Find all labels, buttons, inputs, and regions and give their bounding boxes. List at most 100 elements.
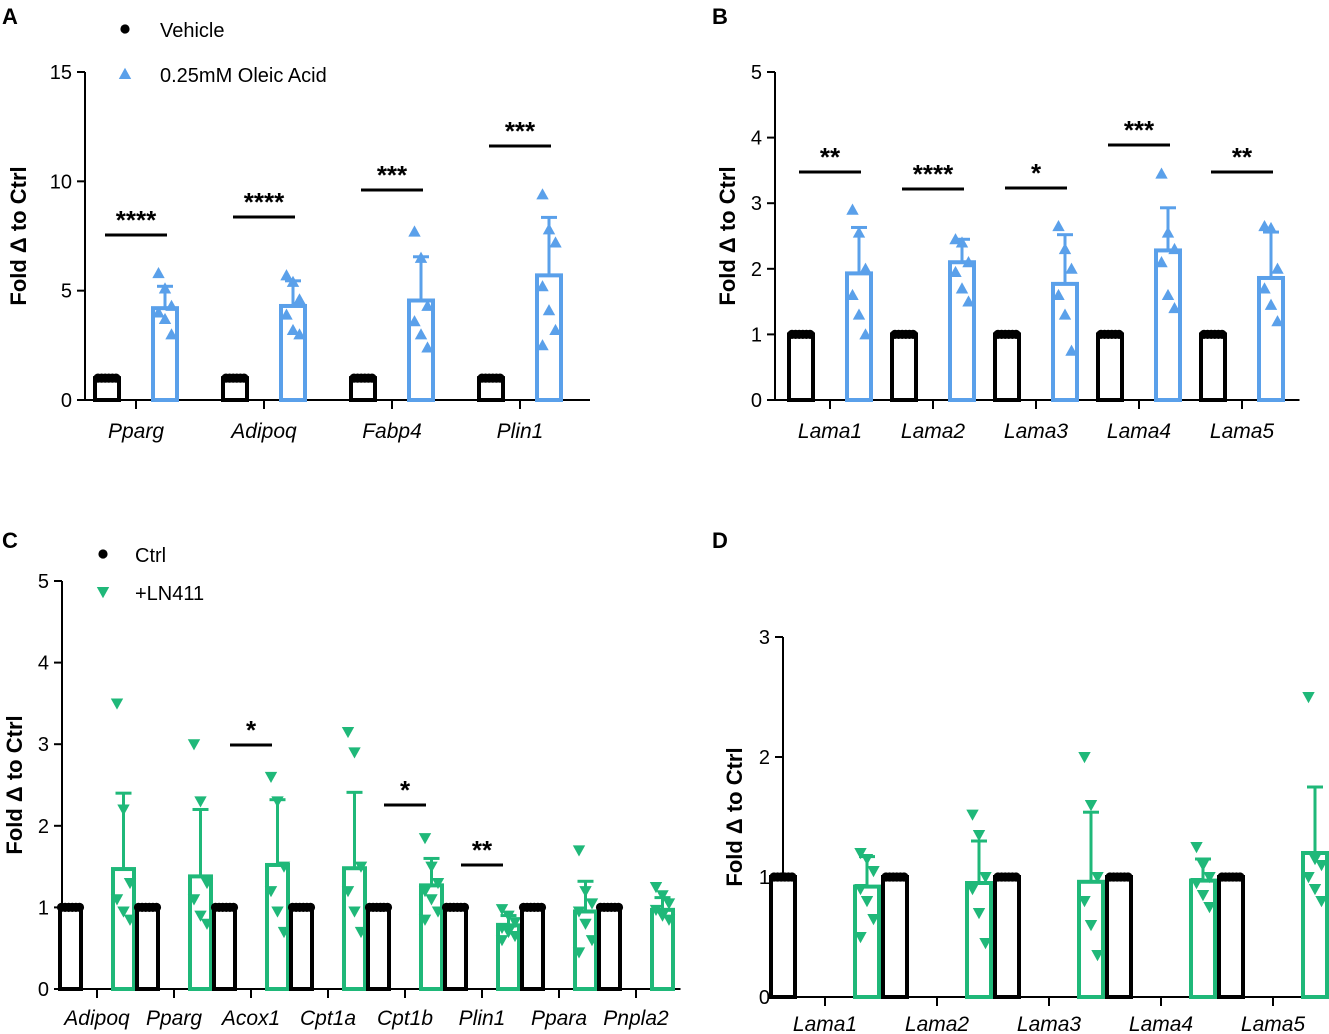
- y-tick-label: 3: [751, 193, 762, 215]
- y-tick-label: 4: [751, 128, 762, 150]
- data-point: [431, 906, 445, 918]
- data-point: [354, 861, 368, 873]
- data-point: [1155, 167, 1168, 179]
- data-point: [414, 328, 428, 340]
- data-point: [1196, 860, 1210, 872]
- data-point: [852, 308, 866, 320]
- data-point: [1217, 329, 1227, 339]
- bar: [597, 905, 622, 992]
- significance-label: *: [400, 775, 411, 805]
- significance-label: ****: [913, 159, 954, 189]
- data-point: [110, 894, 124, 906]
- data-point: [572, 906, 586, 918]
- data-point: [1264, 221, 1278, 234]
- data-point: [187, 894, 201, 906]
- bar: [289, 905, 314, 992]
- x-tick-label: Pparg: [146, 1007, 202, 1030]
- bar: [1096, 332, 1124, 402]
- data-point: [1302, 692, 1315, 704]
- bar: [787, 332, 815, 402]
- data-point: [854, 884, 867, 896]
- data-point: [414, 251, 428, 263]
- data-point: [1315, 860, 1328, 872]
- data-point: [854, 932, 867, 944]
- legend-marker: [96, 587, 110, 599]
- y-tick-label: 0: [759, 987, 770, 1009]
- significance-label: ****: [244, 187, 285, 217]
- data-point: [280, 308, 293, 320]
- data-point: [271, 796, 284, 808]
- data-point: [418, 886, 432, 898]
- data-point: [354, 926, 368, 939]
- x-tick-label: Acox1: [220, 1007, 280, 1030]
- data-point: [649, 904, 663, 917]
- data-point: [542, 223, 556, 235]
- data-point: [286, 275, 300, 287]
- data-point: [1203, 902, 1216, 914]
- x-tick-label: Lama3: [1017, 1013, 1082, 1034]
- data-point: [1271, 315, 1284, 327]
- data-point: [867, 866, 880, 878]
- data-point: [165, 299, 178, 311]
- data-point: [151, 902, 162, 913]
- y-tick-label: 5: [751, 62, 762, 84]
- data-point: [1168, 242, 1181, 255]
- data-point: [110, 698, 124, 710]
- x-tick-label: Lama3: [1004, 420, 1069, 443]
- bar: [1154, 248, 1182, 402]
- significance-label: *: [1031, 158, 1042, 188]
- x-tick-label: Lama1: [793, 1013, 857, 1034]
- data-point: [425, 894, 438, 906]
- data-point: [536, 188, 549, 200]
- data-point: [74, 902, 85, 913]
- data-point: [1315, 896, 1328, 908]
- data-point: [158, 312, 172, 325]
- data-point: [408, 225, 421, 237]
- bar: [769, 875, 797, 999]
- data-point: [459, 902, 470, 913]
- x-tick-label: Plin1: [459, 1007, 506, 1030]
- legend-marker: [118, 67, 132, 79]
- data-point: [656, 890, 669, 902]
- panel-letter-d: D: [712, 528, 728, 553]
- data-point: [200, 877, 214, 890]
- data-point: [1155, 256, 1168, 268]
- bar: [1199, 332, 1227, 402]
- data-point: [408, 315, 421, 327]
- y-tick-label: 1: [38, 897, 49, 919]
- bar: [535, 273, 563, 402]
- bar: [881, 875, 909, 999]
- data-point: [1235, 872, 1245, 882]
- x-tick-label: Ppara: [531, 1007, 587, 1030]
- x-tick-label: Cpt1a: [300, 1007, 356, 1030]
- data-point: [542, 304, 556, 316]
- data-point: [1258, 282, 1271, 294]
- data-point: [1196, 890, 1210, 902]
- data-point: [341, 727, 355, 739]
- significance-label: **: [1232, 142, 1253, 172]
- data-point: [549, 236, 562, 248]
- data-point: [502, 910, 515, 922]
- data-point: [854, 848, 867, 860]
- y-tick-label: 2: [38, 816, 49, 838]
- data-point: [899, 872, 909, 882]
- data-point: [123, 914, 137, 926]
- bar: [135, 905, 160, 992]
- data-point: [572, 947, 586, 959]
- data-point: [955, 236, 969, 248]
- data-point: [649, 882, 663, 894]
- bar: [188, 874, 213, 992]
- data-point: [239, 373, 249, 383]
- data-point: [656, 910, 669, 922]
- data-point: [962, 256, 975, 268]
- data-point: [949, 265, 962, 278]
- data-point: [1264, 298, 1278, 310]
- data-point: [579, 918, 592, 930]
- x-tick-label: Lama1: [798, 420, 862, 443]
- data-point: [418, 833, 432, 845]
- bar: [1217, 875, 1245, 999]
- bar: [366, 905, 391, 992]
- data-point: [572, 845, 586, 857]
- legend-label: +LN411: [135, 583, 204, 605]
- data-point: [536, 902, 547, 913]
